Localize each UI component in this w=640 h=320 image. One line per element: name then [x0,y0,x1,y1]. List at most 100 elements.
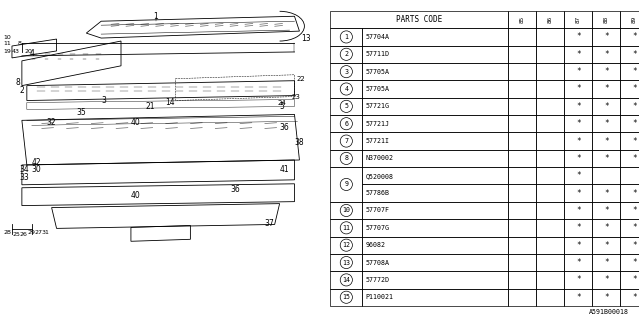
Bar [362,184,508,202]
Text: *: * [576,32,580,41]
Text: 6: 6 [344,121,348,127]
Text: P110021: P110021 [365,294,394,300]
Text: 57721J: 57721J [365,121,389,127]
Text: *: * [576,67,580,76]
Bar [536,132,564,150]
Text: 8: 8 [18,41,22,46]
Bar [362,219,508,236]
Text: 31: 31 [42,230,50,235]
Text: *: * [632,102,636,111]
Bar [564,236,592,254]
Text: *: * [576,84,580,93]
Bar [620,150,640,167]
Text: *: * [576,50,580,59]
Bar [508,236,536,254]
Text: *: * [576,119,580,128]
Bar [508,132,536,150]
Bar [536,271,564,289]
Text: Q520008: Q520008 [365,173,394,179]
Text: 23: 23 [291,93,300,100]
Bar [592,202,620,219]
Text: 85: 85 [520,16,525,23]
Bar [592,11,620,28]
Text: *: * [576,188,580,198]
Bar [362,271,508,289]
Text: *: * [576,154,580,163]
Bar [330,46,362,63]
Bar [564,271,592,289]
Bar [592,236,620,254]
Text: 41: 41 [280,165,289,174]
Text: *: * [576,206,580,215]
Text: 7: 7 [344,138,348,144]
Bar [536,219,564,236]
Text: N370002: N370002 [365,156,394,161]
Bar [536,184,564,202]
Text: 36: 36 [280,123,289,132]
Bar [362,289,508,306]
Bar [620,28,640,46]
Text: 4: 4 [344,86,348,92]
Text: 57707F: 57707F [365,207,389,213]
Bar [564,184,592,202]
Bar [330,236,362,254]
Bar [508,184,536,202]
Bar [536,46,564,63]
Bar [564,150,592,167]
Bar [362,132,508,150]
Bar [592,98,620,115]
Text: 30: 30 [32,165,42,174]
Text: 57707G: 57707G [365,225,389,231]
Bar [592,289,620,306]
Text: 22: 22 [296,76,305,82]
Bar [564,254,592,271]
Bar [592,80,620,98]
Text: *: * [632,119,636,128]
Text: 9: 9 [344,181,348,188]
Bar [592,184,620,202]
Bar [564,115,592,132]
Bar [592,63,620,80]
Text: 10: 10 [3,35,11,40]
Text: 15: 15 [342,294,350,300]
Bar [362,167,508,184]
Bar [508,289,536,306]
Text: 2: 2 [344,51,348,57]
Text: *: * [604,102,609,111]
Text: 43: 43 [12,49,20,54]
Text: 11: 11 [3,41,11,46]
Bar [330,271,362,289]
Text: 57772D: 57772D [365,277,389,283]
Text: 26: 26 [20,232,28,237]
Text: 57705A: 57705A [365,86,389,92]
Bar [330,150,362,167]
Text: 4: 4 [29,49,34,58]
Text: 89: 89 [632,16,637,23]
Bar [508,46,536,63]
Text: 5: 5 [280,102,285,111]
Bar [330,254,362,271]
Text: 13: 13 [301,34,311,43]
Bar [330,289,362,306]
Text: 88: 88 [604,16,609,23]
Bar [536,63,564,80]
Text: 96082: 96082 [365,242,385,248]
Text: *: * [576,258,580,267]
Bar [536,150,564,167]
Text: *: * [632,223,636,232]
Bar [536,289,564,306]
Text: 10: 10 [342,207,350,213]
Bar [564,98,592,115]
Bar [362,236,508,254]
Bar [508,98,536,115]
Bar [620,46,640,63]
Bar [536,254,564,271]
Text: 25: 25 [13,232,21,237]
Text: 34: 34 [20,165,29,174]
Text: *: * [576,137,580,146]
Text: *: * [632,67,636,76]
Text: 32: 32 [47,118,56,127]
Bar [620,132,640,150]
Text: 57708A: 57708A [365,260,389,266]
Bar [330,80,362,98]
